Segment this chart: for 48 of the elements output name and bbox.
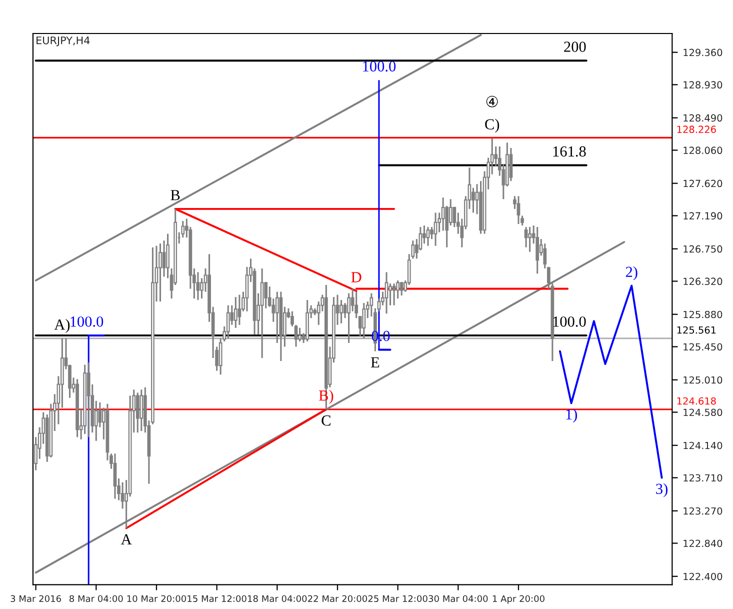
y-tick-label: 126.750 [684,245,722,253]
y-tick-label: 129.360 [684,48,722,56]
x-tick-label: 30 Mar 04:00 [428,595,488,602]
annotation: E [370,357,380,368]
annotation: 3) [656,483,668,498]
y-tick-label: 126.320 [684,278,722,286]
y-tick-label: 122.840 [684,540,722,548]
annotation: 1) [566,408,577,423]
y-tick-label: 124.140 [684,442,722,450]
ref-line-label: 128.226 [677,126,716,134]
x-tick-label: 15 Mar 12:00 [188,595,246,602]
x-tick-label: 25 Mar 12:00 [368,595,428,602]
annotation: 161.8 [553,146,586,157]
y-tick-label: 127.190 [684,212,722,220]
x-tick-label: 3 Mar 2016 [10,595,61,602]
ref-line-label: 125.561 [677,326,716,334]
y-tick-label: 122.400 [684,572,722,580]
ref-line-label: 124.618 [677,397,716,405]
annotation: A) [54,319,70,333]
y-tick-label: 125.450 [684,343,722,351]
y-tick-label: 128.490 [684,114,722,122]
y-tick-label: 123.270 [684,507,722,515]
annotation: C) [485,118,500,133]
y-tick-label: 127.620 [684,180,722,188]
chart-title: EURJPY,H4 [36,36,90,46]
annotation: C [322,415,330,426]
annotation: 100.0 [363,61,396,72]
annotation: 200 [564,42,586,52]
annotation: D [351,272,362,282]
annotation: 100.0 [70,316,104,327]
annotation: A [120,534,132,544]
x-tick-label: 10 Mar 20:00 [127,595,186,602]
y-tick-label: 125.880 [684,310,722,318]
y-tick-label: 128.060 [684,146,722,154]
x-tick-label: 1 Apr 20:00 [492,595,544,604]
x-tick-label: 22 Mar 20:00 [308,595,368,602]
annotation: ④ [486,96,498,108]
y-tick-label: 123.710 [684,474,722,482]
y-tick-label: 125.010 [684,376,722,384]
y-tick-label: 124.580 [684,408,722,416]
annotation: B [170,190,180,200]
x-tick-label: 8 Mar 04:00 [69,595,123,602]
annotation: 100.0 [553,316,586,327]
annotation: 2) [626,266,638,280]
x-tick-label: 18 Mar 04:00 [248,595,307,602]
annotation: 0.0 [372,330,390,342]
annotation: B) [318,390,334,404]
y-tick-label: 128.930 [684,81,722,89]
